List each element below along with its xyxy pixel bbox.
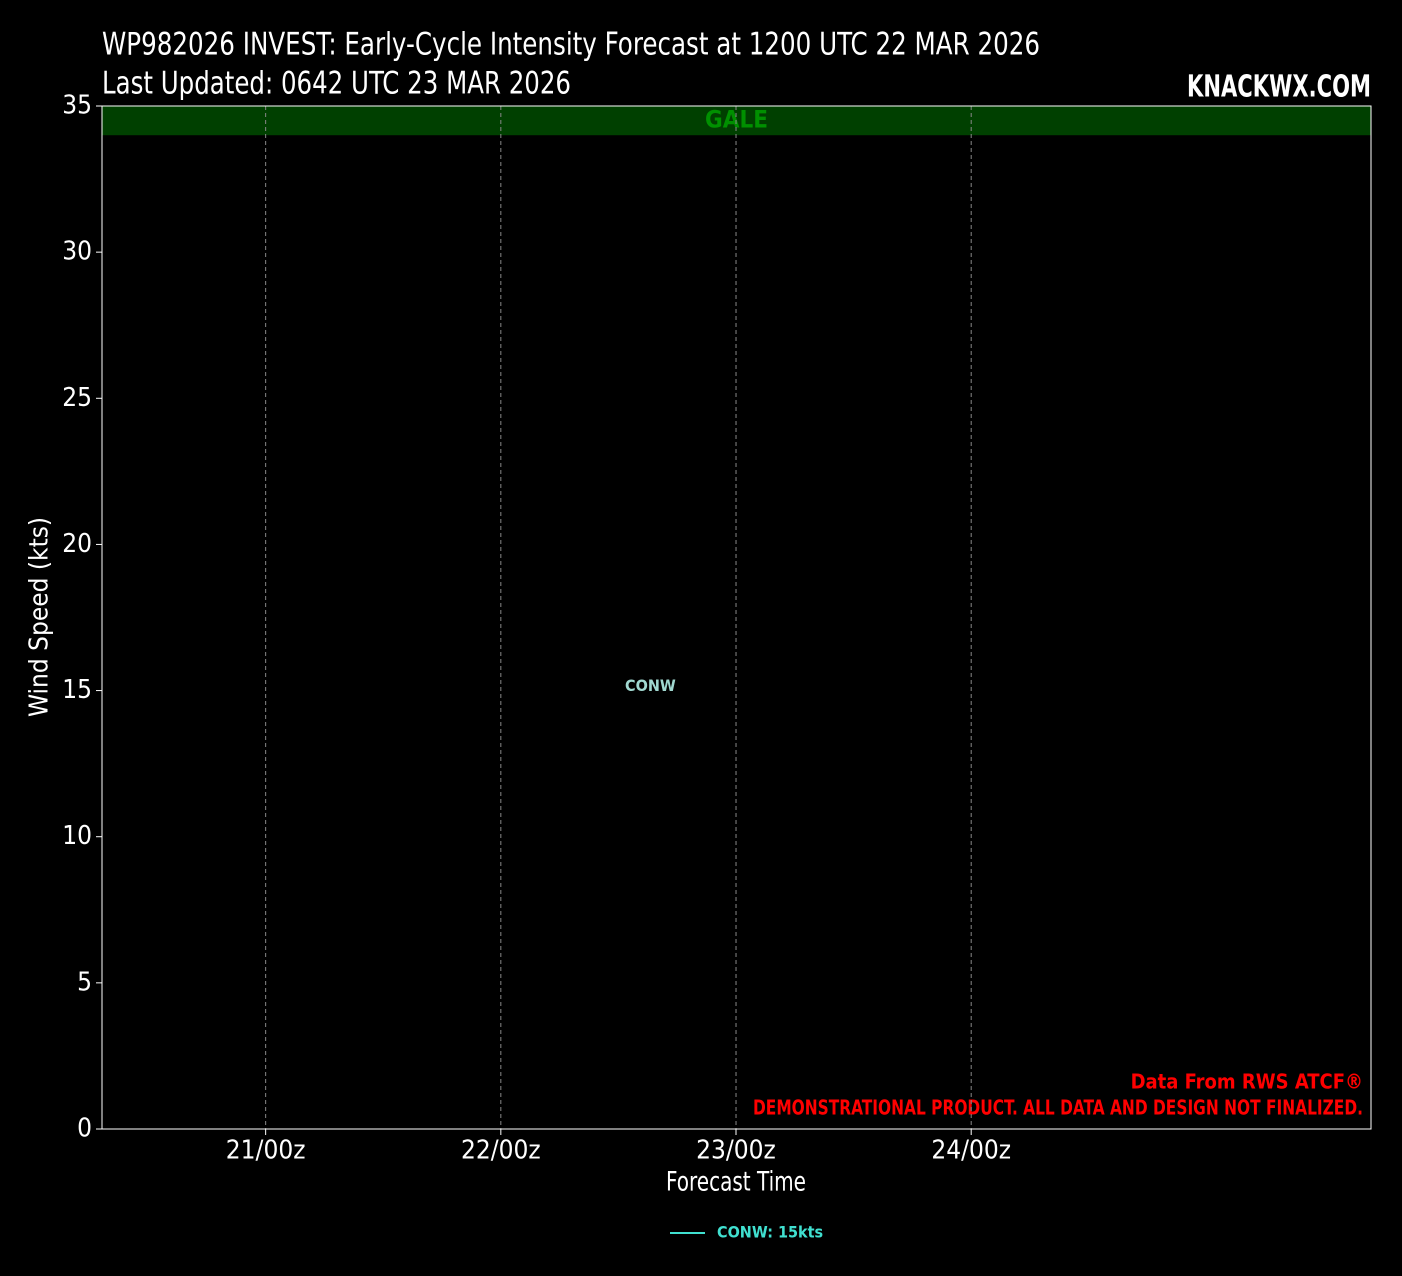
plot-frame bbox=[101, 105, 1372, 1130]
annotation: DEMONSTRATIONAL PRODUCT. ALL DATA AND DE… bbox=[753, 1096, 1363, 1120]
series-label: CONW bbox=[625, 676, 676, 695]
chart-subtitle: Last Updated: 0642 UTC 23 MAR 2026 bbox=[102, 66, 571, 102]
y-tick-label: 20 bbox=[62, 529, 92, 559]
y-tick-label: 15 bbox=[62, 675, 92, 705]
y-tick-label: 30 bbox=[62, 237, 92, 267]
y-tick-label: 10 bbox=[62, 821, 92, 851]
legend-label: CONW: 15kts bbox=[717, 1223, 823, 1242]
annotation: Data From RWS ATCF® bbox=[1131, 1070, 1363, 1094]
x-tick-label: 23/00z bbox=[696, 1136, 776, 1166]
brand: KNACKWX.COM bbox=[1187, 70, 1371, 105]
y-axis-label: Wind Speed (kts) bbox=[25, 517, 55, 717]
y-tick-label: 35 bbox=[62, 91, 92, 121]
y-tick-label: 5 bbox=[77, 967, 92, 997]
x-tick-label: 24/00z bbox=[931, 1136, 1011, 1166]
chart-title: WP982026 INVEST: Early-Cycle Intensity F… bbox=[102, 27, 1040, 63]
y-tick-label: 0 bbox=[77, 1114, 92, 1144]
x-tick-label: 22/00z bbox=[461, 1136, 541, 1166]
x-axis-label: Forecast Time bbox=[666, 1167, 806, 1198]
x-tick-label: 21/00z bbox=[226, 1136, 306, 1166]
y-tick-label: 25 bbox=[62, 383, 92, 413]
